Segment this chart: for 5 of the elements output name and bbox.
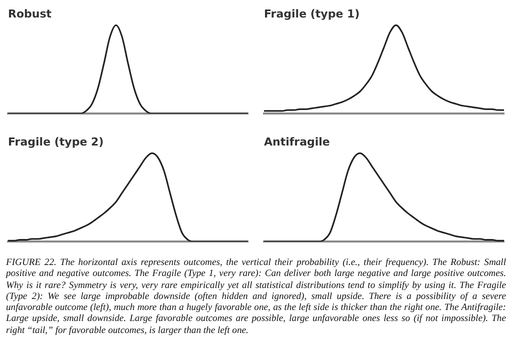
chart-title: Robust (8, 7, 52, 20)
chart-title: Fragile (type 1) (264, 7, 360, 20)
caption: FIGURE 22. The horizontal axis represents outcomes, the vertical their probability (i.e., their frequency). The Robust: Small positive and negative outcomes. The Fragile (Type 1, very rare): Can deliver both large negative and large positive outcomes. Why is it rare? Symmetry is very, very rare empirically yet all statistical distributions tend to simplify by using it. The Fragile (Type 2): We see large improbable downside (often hidden and ignored), small upside. There is a possibility of a severe unfavorable outcome (left), much more than a hugely favorable one, as the left side is thicker than the right one. The Antifragile: Large upside, small downside. Large favorable outcomes are possible, large unfavorable ones less so (if not impossible). The right “tail,” for favorable outcomes, is larger than the left one. (6, 257, 506, 336)
chart-title: Antifragile (264, 135, 330, 148)
chart-title: Fragile (type 2) (8, 135, 104, 148)
